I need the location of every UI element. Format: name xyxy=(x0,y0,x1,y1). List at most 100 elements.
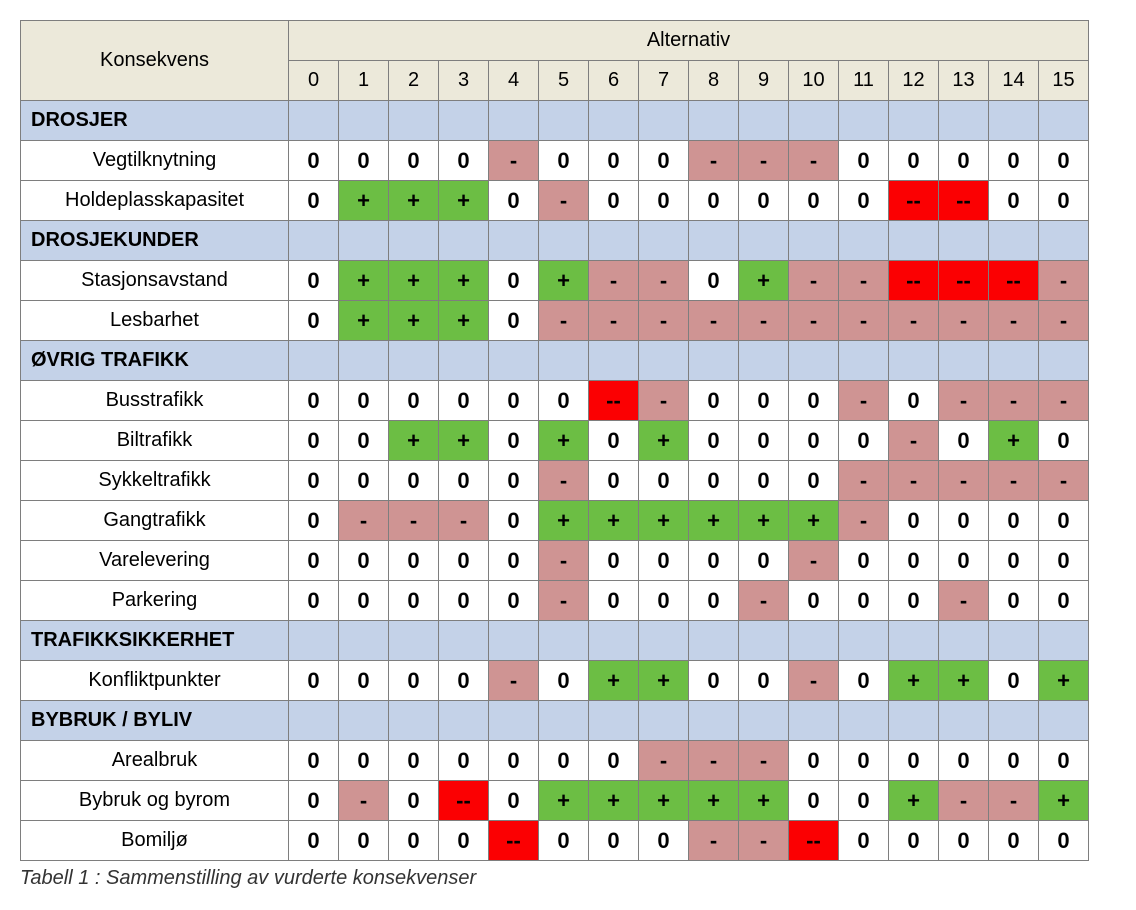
data-cell: 0 xyxy=(839,781,889,821)
section-header-cell xyxy=(1039,101,1089,141)
data-cell: - xyxy=(939,581,989,621)
data-cell: 0 xyxy=(589,541,639,581)
section-header-cell xyxy=(439,221,489,261)
data-cell: 0 xyxy=(589,461,639,501)
data-cell: - xyxy=(539,581,589,621)
data-cell: - xyxy=(739,581,789,621)
header-col-3: 3 xyxy=(439,61,489,101)
row-label: Stasjonsavstand xyxy=(21,261,289,301)
data-cell: - xyxy=(889,301,939,341)
table-row: Stasjonsavstand0+++0+--0+--------- xyxy=(21,261,1089,301)
data-cell: 0 xyxy=(789,181,839,221)
data-cell: 0 xyxy=(589,421,639,461)
data-cell: - xyxy=(539,181,589,221)
section-header-cell xyxy=(889,621,939,661)
data-cell: 0 xyxy=(789,381,839,421)
data-cell: 0 xyxy=(939,141,989,181)
header-col-13: 13 xyxy=(939,61,989,101)
data-cell: - xyxy=(789,261,839,301)
data-cell: 0 xyxy=(489,501,539,541)
section-header-cell xyxy=(639,221,689,261)
table-row: Varelevering00000-0000-00000 xyxy=(21,541,1089,581)
data-cell: 0 xyxy=(289,141,339,181)
data-cell: + xyxy=(689,501,739,541)
section-header-cell xyxy=(339,621,389,661)
section-header-cell xyxy=(889,221,939,261)
section-header-cell xyxy=(939,621,989,661)
header-col-12: 12 xyxy=(889,61,939,101)
data-cell: 0 xyxy=(439,821,489,861)
data-cell: 0 xyxy=(539,821,589,861)
data-cell: - xyxy=(739,821,789,861)
section-header-cell xyxy=(589,101,639,141)
data-cell: 0 xyxy=(439,461,489,501)
data-cell: - xyxy=(939,381,989,421)
table-row: Biltrafikk00++0+0+0000-0+0 xyxy=(21,421,1089,461)
data-cell: 0 xyxy=(589,741,639,781)
data-cell: -- xyxy=(489,821,539,861)
data-cell: -- xyxy=(889,261,939,301)
header-col-8: 8 xyxy=(689,61,739,101)
data-cell: 0 xyxy=(689,421,739,461)
data-cell: + xyxy=(889,781,939,821)
data-cell: + xyxy=(639,781,689,821)
section-header-cell xyxy=(689,701,739,741)
data-cell: -- xyxy=(439,781,489,821)
section-header-cell xyxy=(839,621,889,661)
data-cell: - xyxy=(939,301,989,341)
section-header-cell xyxy=(589,701,639,741)
data-cell: 0 xyxy=(839,581,889,621)
data-cell: 0 xyxy=(889,141,939,181)
data-cell: + xyxy=(589,661,639,701)
data-cell: - xyxy=(739,741,789,781)
data-cell: - xyxy=(1039,381,1089,421)
section-header-cell xyxy=(739,621,789,661)
data-cell: 0 xyxy=(539,661,589,701)
data-cell: + xyxy=(639,501,689,541)
data-cell: - xyxy=(389,501,439,541)
data-cell: 0 xyxy=(289,781,339,821)
header-col-7: 7 xyxy=(639,61,689,101)
data-cell: - xyxy=(1039,261,1089,301)
data-cell: + xyxy=(539,261,589,301)
section-header-cell xyxy=(489,341,539,381)
data-cell: + xyxy=(889,661,939,701)
data-cell: 0 xyxy=(489,741,539,781)
data-cell: 0 xyxy=(289,661,339,701)
data-cell: 0 xyxy=(889,381,939,421)
data-cell: - xyxy=(839,381,889,421)
data-cell: + xyxy=(389,181,439,221)
data-cell: 0 xyxy=(339,581,389,621)
data-cell: + xyxy=(389,261,439,301)
data-cell: 0 xyxy=(1039,501,1089,541)
data-cell: + xyxy=(739,261,789,301)
data-cell: 0 xyxy=(389,661,439,701)
section-header-cell xyxy=(339,701,389,741)
data-cell: 0 xyxy=(339,141,389,181)
section-header-cell xyxy=(1039,221,1089,261)
row-label: Konfliktpunkter xyxy=(21,661,289,701)
data-cell: 0 xyxy=(489,381,539,421)
data-cell: 0 xyxy=(1039,541,1089,581)
data-cell: 0 xyxy=(839,741,889,781)
section-header-cell xyxy=(589,341,639,381)
data-cell: 0 xyxy=(989,141,1039,181)
section-header-cell xyxy=(839,101,889,141)
data-cell: 0 xyxy=(339,541,389,581)
data-cell: + xyxy=(389,421,439,461)
row-label: Arealbruk xyxy=(21,741,289,781)
data-cell: 0 xyxy=(639,821,689,861)
table-row: Parkering00000-000-000-00 xyxy=(21,581,1089,621)
data-cell: -- xyxy=(889,181,939,221)
data-cell: 0 xyxy=(439,541,489,581)
header-col-2: 2 xyxy=(389,61,439,101)
section-header-cell xyxy=(539,101,589,141)
data-cell: 0 xyxy=(389,821,439,861)
header-col-6: 6 xyxy=(589,61,639,101)
data-cell: 0 xyxy=(1039,741,1089,781)
data-cell: - xyxy=(539,461,589,501)
data-cell: 0 xyxy=(389,741,439,781)
data-cell: 0 xyxy=(489,261,539,301)
section-header-cell xyxy=(789,621,839,661)
section-header-cell xyxy=(739,701,789,741)
